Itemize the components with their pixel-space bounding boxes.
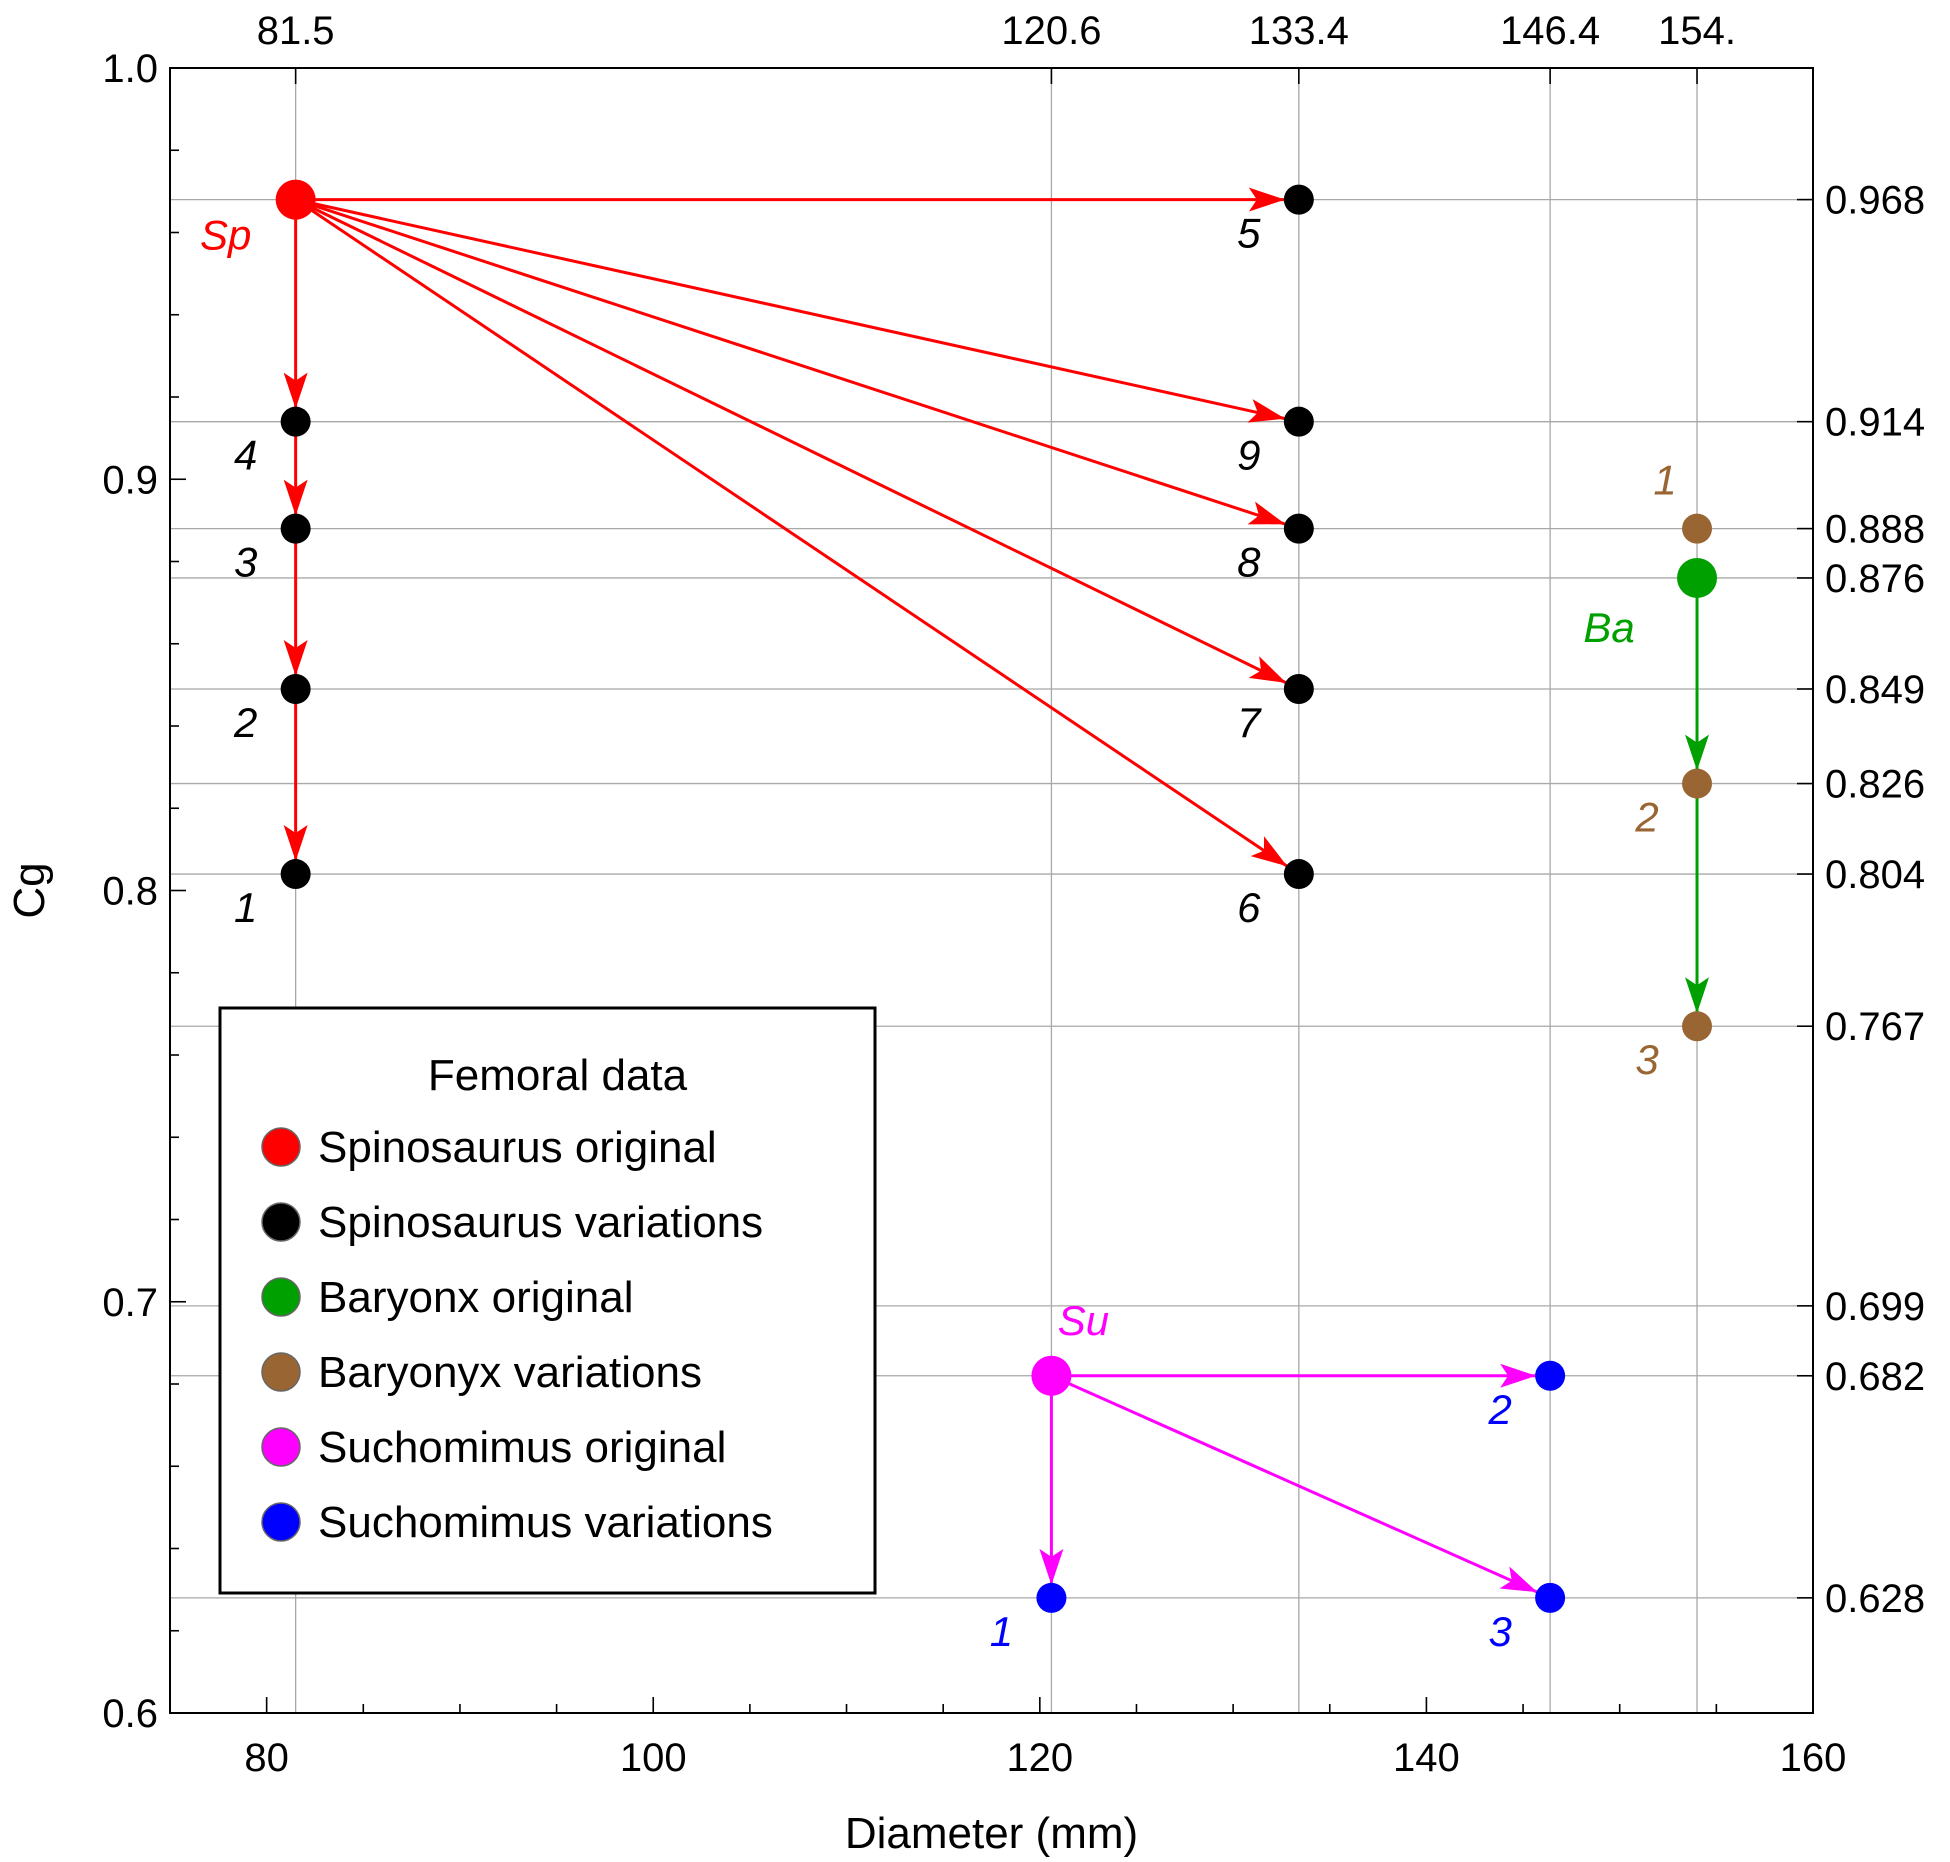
point-label: 4 (234, 432, 257, 479)
data-point (280, 406, 311, 437)
right-tick-label: 0.628 (1825, 1577, 1925, 1621)
x-tick-label: 120 (1006, 1736, 1073, 1780)
point-label: 9 (1237, 432, 1260, 479)
right-tick-label: 0.699 (1825, 1285, 1925, 1329)
data-point (1036, 1582, 1067, 1613)
point-label: 8 (1237, 539, 1261, 586)
point-label: 3 (1635, 1036, 1658, 1083)
right-tick-label: 0.767 (1825, 1005, 1925, 1049)
right-tick-label: 0.804 (1825, 853, 1925, 897)
x-tick-label: 100 (620, 1736, 687, 1780)
legend-title: Femoral data (428, 1051, 688, 1100)
y-tick-label: 0.8 (102, 870, 158, 914)
data-point (280, 859, 311, 890)
data-point (1283, 859, 1314, 890)
data-point (1535, 1582, 1566, 1613)
y-tick-label: 0.7 (102, 1281, 158, 1325)
point-labels: 4 3 2 1 5 9 8 7 6 Sp 1 2 3 Ba 1 2 3 Su (200, 210, 1677, 1655)
y-tick-label: 0.9 (102, 458, 158, 502)
legend-swatch (261, 1352, 301, 1392)
data-point (1682, 513, 1713, 544)
legend-entry-label: Suchomimus variations (318, 1498, 773, 1547)
point-label: 3 (1488, 1608, 1511, 1655)
right-tick-label: 0.849 (1825, 668, 1925, 712)
y-axis-title: Cg (5, 862, 54, 918)
legend-entry-label: Spinosaurus original (318, 1123, 717, 1172)
arrow (303, 202, 1287, 685)
point-label: 2 (1634, 794, 1658, 841)
legend-entry-label: Spinosaurus variations (318, 1198, 763, 1247)
origin-label: Sp (200, 212, 251, 259)
y-tick-label: 0.6 (102, 1692, 158, 1736)
legend-swatch (261, 1427, 301, 1467)
legend-entry-label: Suchomimus original (318, 1423, 726, 1472)
arrow (304, 201, 1287, 526)
right-tick-label: 0.876 (1825, 557, 1925, 601)
data-points (275, 179, 1718, 1613)
top-tick-label: 146.4 (1500, 9, 1600, 53)
data-point (280, 513, 311, 544)
data-point (1283, 184, 1314, 215)
legend-box (218, 1006, 877, 1595)
arrows (283, 187, 1710, 1594)
arrow (1059, 1378, 1538, 1594)
origin-label: Ba (1583, 604, 1634, 651)
right-tick-label: 0.968 (1825, 179, 1925, 223)
origin-point (1031, 1355, 1072, 1396)
x-tick-label: 80 (244, 1736, 289, 1780)
point-label: 2 (233, 699, 257, 746)
legend-swatch (261, 1202, 301, 1242)
legend-entry-label: Baryonyx variations (318, 1348, 702, 1397)
legend-swatch (261, 1127, 301, 1167)
point-label: 7 (1237, 699, 1262, 746)
point-label: 5 (1237, 210, 1261, 257)
data-point (280, 673, 311, 704)
x-tick-label: 140 (1393, 1736, 1460, 1780)
top-tick-label: 81.5 (257, 9, 335, 53)
legend-swatch (261, 1277, 301, 1317)
point-label: 2 (1487, 1386, 1511, 1433)
point-label: 6 (1237, 884, 1261, 931)
x-tick-label: 160 (1780, 1736, 1847, 1780)
data-point (1682, 1011, 1713, 1042)
point-label: 3 (234, 539, 257, 586)
top-tick-label: 120.6 (1001, 9, 1101, 53)
top-tick-label: 133.4 (1249, 9, 1349, 53)
origin-point (1677, 557, 1718, 598)
legend-entry-label: Baryonx original (318, 1273, 634, 1322)
data-point (1283, 513, 1314, 544)
arrow (303, 203, 1289, 868)
right-tick-label: 0.682 (1825, 1355, 1925, 1399)
legend: Femoral data Spinosaurus original Spinosau… (218, 1006, 877, 1595)
y-tick-label: 1.0 (102, 47, 158, 91)
right-tick-label: 0.826 (1825, 763, 1925, 807)
data-point (1283, 406, 1314, 437)
origin-label: Su (1058, 1297, 1109, 1344)
right-tick-label: 0.888 (1825, 508, 1925, 552)
data-point (1682, 768, 1713, 799)
origin-point (275, 179, 316, 220)
data-point (1283, 673, 1314, 704)
right-tick-label: 0.914 (1825, 401, 1925, 445)
point-label: 1 (1653, 457, 1676, 504)
point-label: 1 (990, 1608, 1013, 1655)
top-tick-label: 154. (1658, 9, 1736, 53)
x-axis-title: Diameter (mm) (845, 1809, 1138, 1858)
data-point (1535, 1360, 1566, 1391)
point-label: 1 (234, 884, 257, 931)
legend-swatch (261, 1502, 301, 1542)
arrow (305, 200, 1286, 423)
